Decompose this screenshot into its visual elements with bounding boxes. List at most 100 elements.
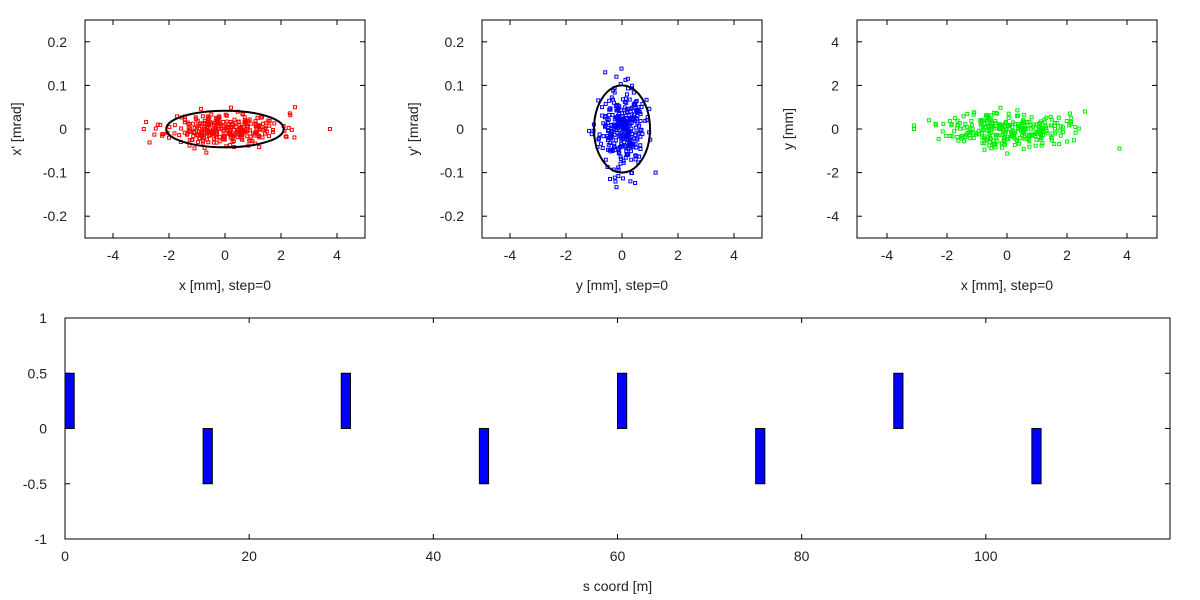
data-point xyxy=(1042,120,1047,125)
data-point xyxy=(1026,133,1031,138)
data-point xyxy=(221,120,226,125)
y-tick-label: -0.1 xyxy=(43,165,67,181)
y-tick-label: 2 xyxy=(831,77,839,93)
data-point xyxy=(257,145,262,150)
data-point xyxy=(911,123,916,128)
x-tick-label: 2 xyxy=(1063,247,1071,263)
data-point xyxy=(249,121,254,126)
data-point xyxy=(195,118,200,123)
data-point xyxy=(232,132,237,137)
lattice-element-bar xyxy=(893,372,904,429)
y-tick-label: -0.2 xyxy=(43,208,67,224)
data-point xyxy=(202,118,207,123)
data-point xyxy=(206,116,211,121)
x-tick-label: 0 xyxy=(1003,247,1011,263)
data-point xyxy=(328,127,332,131)
data-point xyxy=(967,127,972,132)
data-point xyxy=(637,109,642,114)
data-point xyxy=(993,118,998,123)
data-point xyxy=(610,97,615,102)
data-point xyxy=(198,106,203,111)
data-point xyxy=(627,117,632,122)
data-point xyxy=(961,114,966,119)
data-point xyxy=(638,127,643,132)
data-point xyxy=(1058,133,1063,138)
data-point xyxy=(621,158,626,163)
data-point xyxy=(624,149,629,154)
data-point xyxy=(940,129,945,134)
data-point xyxy=(606,147,611,152)
data-point xyxy=(144,120,149,125)
data-point xyxy=(248,134,253,139)
data-point xyxy=(195,140,200,145)
data-point xyxy=(207,121,212,126)
data-point xyxy=(912,127,916,131)
x-axis-label: s coord [m] xyxy=(583,578,652,594)
data-point xyxy=(247,117,252,122)
data-point xyxy=(952,116,957,121)
data-point xyxy=(629,157,634,162)
data-point xyxy=(1033,132,1038,137)
data-point xyxy=(166,135,171,140)
data-point xyxy=(200,138,205,143)
data-point xyxy=(182,120,187,125)
y-tick-label: -2 xyxy=(827,165,840,181)
data-point xyxy=(1006,123,1011,128)
data-point xyxy=(1038,122,1043,127)
data-point xyxy=(1005,151,1010,156)
data-point xyxy=(272,121,277,126)
data-point xyxy=(615,115,620,120)
data-point xyxy=(1049,135,1054,140)
x-tick-label: 4 xyxy=(333,247,341,263)
x-tick-label: -2 xyxy=(560,247,573,263)
data-point xyxy=(1039,143,1044,148)
data-point xyxy=(616,167,621,172)
data-point xyxy=(620,176,625,181)
data-point xyxy=(1017,136,1022,141)
data-point xyxy=(601,134,606,139)
data-point xyxy=(1050,131,1055,136)
data-point xyxy=(1071,138,1076,143)
data-point xyxy=(192,130,197,135)
data-point xyxy=(608,176,613,181)
data-point xyxy=(210,129,215,134)
data-point xyxy=(1076,126,1081,131)
data-point xyxy=(289,127,294,132)
data-point xyxy=(982,121,987,126)
data-point xyxy=(927,118,931,123)
data-point xyxy=(224,119,229,124)
data-point xyxy=(633,142,638,147)
data-point xyxy=(217,139,222,144)
data-point xyxy=(983,113,988,118)
data-point xyxy=(293,105,297,110)
data-point xyxy=(603,157,608,162)
y-tick-label: 0.5 xyxy=(28,365,48,381)
xy-beam-profile-plot: -4 -2 0 2 4 -4 -2 0 2 4 x [mm], step=0 y [mm] xyxy=(780,19,1158,293)
data-point xyxy=(634,130,639,135)
data-point xyxy=(999,145,1004,150)
data-point xyxy=(616,165,621,170)
data-point xyxy=(982,147,987,152)
data-point xyxy=(248,138,253,143)
data-point xyxy=(613,179,618,184)
y-tick-label: -0.5 xyxy=(23,476,47,492)
data-point xyxy=(633,181,638,186)
data-point xyxy=(209,112,214,117)
data-point xyxy=(270,128,275,133)
data-point xyxy=(1012,143,1017,148)
lattice-element-bar xyxy=(617,372,628,429)
data-point xyxy=(598,141,603,146)
data-point xyxy=(971,112,976,117)
lattice-element-bar xyxy=(755,428,766,485)
x-tick-label: -2 xyxy=(163,247,176,263)
data-point xyxy=(936,136,941,141)
data-point xyxy=(1057,128,1062,133)
data-point xyxy=(1073,130,1078,135)
data-point xyxy=(267,134,272,139)
data-point xyxy=(254,126,259,131)
data-point xyxy=(158,122,163,127)
data-point xyxy=(232,117,237,122)
data-point xyxy=(616,149,621,154)
data-point xyxy=(986,114,991,119)
x-tick-label: 2 xyxy=(674,247,682,263)
